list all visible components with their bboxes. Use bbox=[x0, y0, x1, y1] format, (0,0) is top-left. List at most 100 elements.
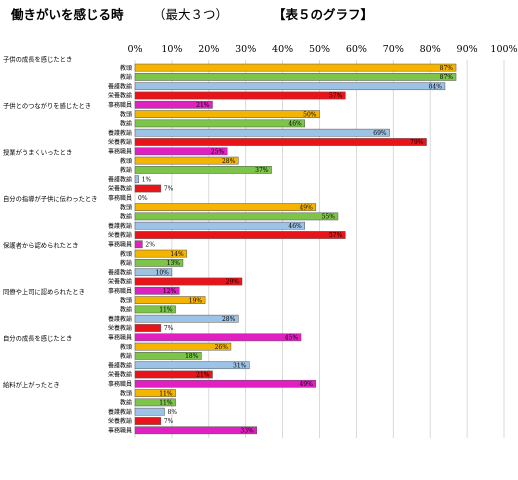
data-label: 55% bbox=[322, 214, 336, 221]
bar bbox=[134, 296, 206, 304]
bar bbox=[134, 138, 427, 146]
chart-title-row: 働きがいを感じる時 （最大３つ） 【表５のグラフ】 bbox=[11, 5, 511, 27]
bar bbox=[134, 100, 213, 109]
x-tick-label: 50% bbox=[309, 44, 330, 55]
role-label: 事務職員 bbox=[108, 241, 132, 249]
bar bbox=[134, 417, 162, 425]
data-label: 69% bbox=[373, 130, 387, 137]
role-label: 栄養教諭 bbox=[108, 138, 132, 146]
bar bbox=[134, 286, 180, 295]
group-label: 子供の成長を感じたとき bbox=[3, 55, 72, 64]
group-label: 同僚や上司に認められたとき bbox=[3, 287, 85, 296]
role-label: 教頭 bbox=[120, 343, 132, 351]
chart-subtitle: （最大３つ） bbox=[153, 7, 229, 22]
bar bbox=[134, 63, 457, 72]
role-label: 教諭 bbox=[120, 259, 132, 267]
data-label: 18% bbox=[185, 353, 199, 360]
role-label: 栄養教諭 bbox=[108, 417, 132, 425]
role-label: 教頭 bbox=[120, 110, 132, 118]
data-label: 28% bbox=[222, 316, 236, 323]
bar bbox=[134, 156, 239, 165]
bar bbox=[134, 91, 346, 100]
data-label: 25% bbox=[211, 149, 225, 156]
role-label: 事務職員 bbox=[108, 101, 132, 109]
bar bbox=[134, 82, 446, 91]
x-tick-label: 70% bbox=[383, 44, 404, 55]
role-label: 養護教諭 bbox=[108, 129, 132, 137]
role-label: 栄養教諭 bbox=[108, 185, 132, 193]
data-label: 14% bbox=[170, 251, 184, 258]
bar bbox=[134, 342, 232, 351]
data-label: 28% bbox=[222, 158, 236, 165]
data-label: 49% bbox=[299, 381, 313, 388]
data-label: 50% bbox=[303, 111, 317, 118]
role-label: 教頭 bbox=[120, 250, 132, 258]
bar bbox=[134, 314, 239, 323]
data-label: 21% bbox=[196, 372, 210, 379]
bar bbox=[134, 352, 202, 360]
data-label: 0% bbox=[138, 195, 148, 202]
data-label: 8% bbox=[168, 409, 178, 416]
x-tick-label: 90% bbox=[457, 44, 478, 55]
chart-title: 働きがいを感じる時 bbox=[11, 7, 124, 22]
bar bbox=[134, 184, 162, 193]
data-label: 87% bbox=[440, 65, 454, 72]
bar bbox=[134, 119, 305, 128]
bar bbox=[134, 128, 390, 137]
x-tick-label: 10% bbox=[161, 44, 182, 55]
data-label: 87% bbox=[440, 74, 454, 81]
data-label: 21% bbox=[196, 102, 210, 109]
role-label: 教頭 bbox=[120, 203, 132, 211]
group-label: 子供とのつながりを感じたとき bbox=[3, 101, 91, 110]
role-label: 教頭 bbox=[120, 389, 132, 397]
x-tick-label: 60% bbox=[346, 44, 367, 55]
role-label: 事務職員 bbox=[108, 148, 132, 156]
data-label: 37% bbox=[255, 167, 269, 174]
group-label: 自分の指導が子供に伝わったとき bbox=[3, 194, 97, 203]
data-label: 46% bbox=[288, 121, 302, 128]
role-label: 養護教諭 bbox=[108, 82, 132, 90]
bar bbox=[134, 231, 346, 239]
data-label: 45% bbox=[285, 335, 299, 342]
role-label: 栄養教諭 bbox=[108, 92, 132, 100]
bar bbox=[134, 175, 139, 184]
role-label: 事務職員 bbox=[108, 427, 132, 435]
data-label: 46% bbox=[288, 223, 302, 230]
role-label: 養護教諭 bbox=[108, 175, 132, 183]
role-label: 教諭 bbox=[120, 166, 132, 174]
role-label: 教頭 bbox=[120, 296, 132, 304]
bar bbox=[134, 407, 165, 416]
bar bbox=[134, 221, 305, 230]
bar bbox=[134, 268, 173, 277]
role-label: 養護教諭 bbox=[108, 361, 132, 369]
role-label: 養護教諭 bbox=[108, 222, 132, 230]
x-tick-label: 20% bbox=[198, 44, 219, 55]
role-label: 教諭 bbox=[120, 120, 132, 128]
role-label: 教諭 bbox=[120, 213, 132, 221]
data-label: 13% bbox=[167, 260, 181, 267]
data-label: 79% bbox=[410, 139, 424, 146]
bar bbox=[134, 212, 339, 221]
role-label: 養護教諭 bbox=[108, 268, 132, 276]
bar bbox=[134, 305, 176, 314]
role-label: 栄養教諭 bbox=[108, 324, 132, 332]
role-label: 事務職員 bbox=[108, 380, 132, 388]
x-tick-label: 30% bbox=[235, 44, 256, 55]
data-label: 26% bbox=[215, 344, 229, 351]
data-label: 11% bbox=[159, 390, 173, 397]
role-label: 事務職員 bbox=[108, 194, 132, 202]
role-label: 栄養教諭 bbox=[108, 231, 132, 239]
data-label: 11% bbox=[159, 307, 173, 314]
bar bbox=[134, 333, 302, 342]
data-label: 11% bbox=[159, 400, 173, 407]
data-label: 19% bbox=[189, 297, 203, 304]
bar bbox=[134, 426, 258, 435]
role-label: 教頭 bbox=[120, 64, 132, 72]
group-label: 保護者から認められたとき bbox=[3, 241, 79, 250]
bar bbox=[134, 73, 457, 81]
bar bbox=[134, 166, 272, 174]
data-label: 49% bbox=[299, 204, 313, 211]
role-label: 養護教諭 bbox=[108, 408, 132, 416]
group-label: 自分の成長を感じたとき bbox=[3, 334, 72, 343]
data-label: 1% bbox=[142, 176, 152, 183]
